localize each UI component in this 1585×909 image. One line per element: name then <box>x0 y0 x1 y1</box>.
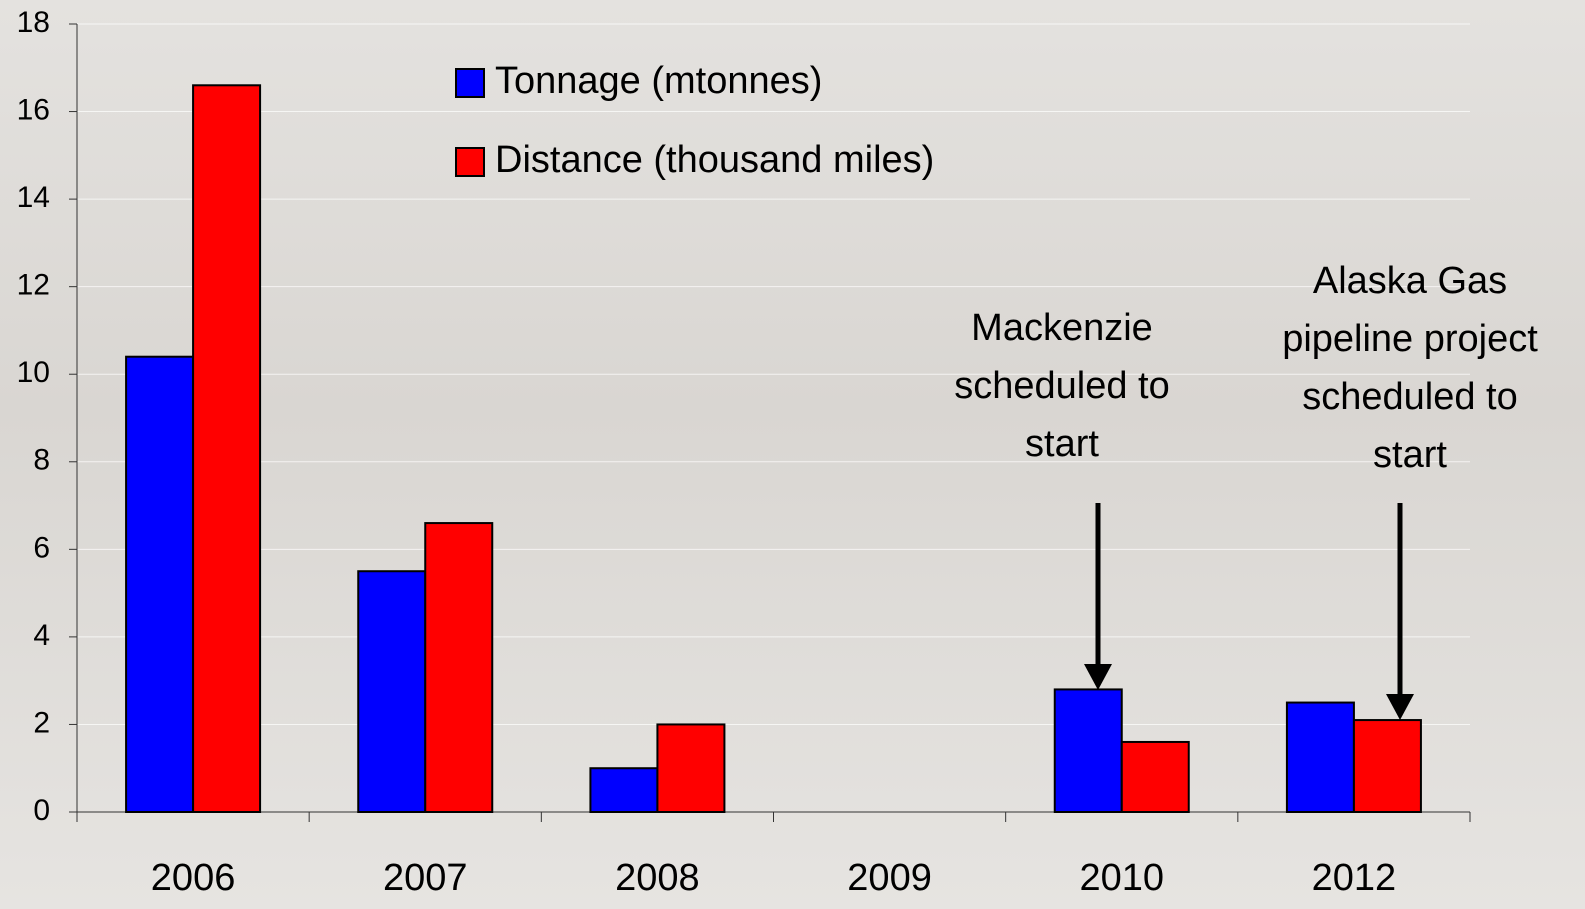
annotation-arrowhead <box>1386 694 1414 720</box>
legend-label: Distance (thousand miles) <box>495 139 934 181</box>
legend-swatch <box>456 148 484 176</box>
bar <box>657 724 724 812</box>
x-tick-label: 2012 <box>1312 857 1397 899</box>
y-tick-label: 16 <box>17 93 50 126</box>
bar <box>193 85 260 812</box>
y-tick-label: 4 <box>33 619 50 652</box>
y-tick-label: 8 <box>33 444 50 477</box>
y-tick-label: 18 <box>17 6 50 39</box>
x-tick-label: 2010 <box>1079 857 1164 899</box>
bar <box>1122 742 1189 812</box>
x-tick-label: 2006 <box>151 857 236 899</box>
bar <box>1287 703 1354 812</box>
y-tick-label: 12 <box>17 269 50 302</box>
bar <box>126 357 193 812</box>
legend-swatch <box>456 69 484 97</box>
y-tick-label: 14 <box>17 181 50 214</box>
annotation-text: Mackenzie <box>971 307 1153 349</box>
annotation-text: start <box>1025 423 1099 465</box>
bar <box>1055 689 1122 812</box>
x-tick-label: 2007 <box>383 857 468 899</box>
annotation-arrowhead <box>1084 664 1112 690</box>
y-tick-label: 6 <box>33 531 50 564</box>
chart: 0 2 4 6 8 10 12 14 16 18 2006 2007 2008 2009 2010 2012 T… <box>0 0 1585 909</box>
annotation-text: scheduled to <box>954 365 1170 407</box>
bar <box>425 523 492 812</box>
x-tick-label: 2009 <box>847 857 932 899</box>
bar <box>1354 720 1421 812</box>
annotation-text: pipeline project <box>1282 318 1538 360</box>
bar <box>590 768 657 812</box>
annotation-text: Alaska Gas <box>1313 260 1507 302</box>
y-tick-label: 10 <box>17 356 50 389</box>
y-tick-label: 2 <box>33 706 50 739</box>
legend-label: Tonnage (mtonnes) <box>495 60 822 102</box>
y-tick-label: 0 <box>33 794 50 827</box>
bar <box>358 571 425 812</box>
annotation-text: scheduled to <box>1302 376 1518 418</box>
x-tick-label: 2008 <box>615 857 700 899</box>
annotation-text: start <box>1373 434 1447 476</box>
